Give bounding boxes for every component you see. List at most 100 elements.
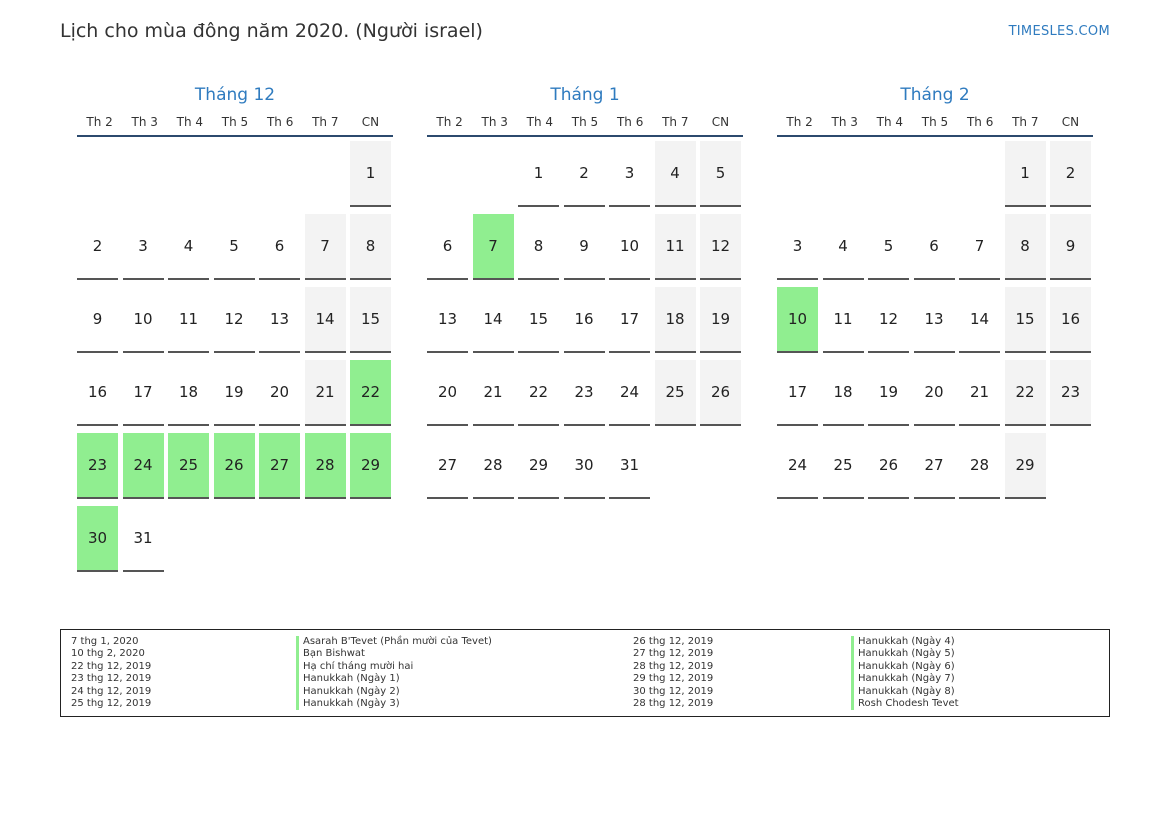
day-cell[interactable]: 28	[959, 433, 1000, 499]
day-cell[interactable]: 28	[472, 433, 514, 499]
day-cell[interactable]: 4	[654, 141, 696, 207]
day-cell[interactable]: 6	[427, 214, 468, 280]
day-cell[interactable]: 27	[259, 433, 300, 499]
day-cell[interactable]: 10	[122, 287, 164, 353]
day-cell[interactable]: 7	[304, 214, 346, 280]
day-cell[interactable]: 15	[518, 287, 559, 353]
day-cell[interactable]: 15	[350, 287, 391, 353]
day-cell[interactable]: 7	[472, 214, 514, 280]
day-cell[interactable]: 24	[122, 433, 164, 499]
day-cell[interactable]: 10	[609, 214, 650, 280]
day-cell[interactable]: 2	[563, 141, 605, 207]
day-cell[interactable]: 2	[77, 214, 118, 280]
day-cell[interactable]: 22	[350, 360, 391, 426]
day-cell[interactable]: 13	[259, 287, 300, 353]
day-cell[interactable]: 20	[427, 360, 468, 426]
brand-logo[interactable]: TIMESLES.COM	[1008, 24, 1110, 39]
day-cell[interactable]: 30	[563, 433, 605, 499]
day-cell[interactable]: 25	[168, 433, 209, 499]
day-cell[interactable]: 19	[868, 360, 909, 426]
day-cell[interactable]: 26	[700, 360, 741, 426]
day-cell[interactable]: 31	[122, 506, 164, 572]
day-cell[interactable]: 19	[213, 360, 255, 426]
day-cell[interactable]: 13	[913, 287, 955, 353]
day-cell[interactable]: 2	[1050, 141, 1091, 207]
day-cell[interactable]: 26	[213, 433, 255, 499]
day-cell[interactable]: 9	[563, 214, 605, 280]
day-cell[interactable]: 25	[822, 433, 864, 499]
day-cell[interactable]: 5	[700, 141, 741, 207]
day-cell[interactable]: 8	[518, 214, 559, 280]
legend-date: 27 thg 12, 2019	[633, 648, 714, 660]
day-cell[interactable]: 11	[168, 287, 209, 353]
day-cell[interactable]: 29	[1004, 433, 1046, 499]
day-cell[interactable]: 15	[1004, 287, 1046, 353]
day-cell[interactable]: 24	[777, 433, 818, 499]
day-cell[interactable]: 9	[77, 287, 118, 353]
day-cell[interactable]: 1	[350, 141, 391, 207]
day-cell[interactable]: 21	[304, 360, 346, 426]
day-cell[interactable]: 16	[77, 360, 118, 426]
day-cell[interactable]: 10	[777, 287, 818, 353]
day-cell[interactable]: 3	[777, 214, 818, 280]
day-cell[interactable]: 14	[959, 287, 1000, 353]
day-cell[interactable]: 17	[777, 360, 818, 426]
day-cell[interactable]: 9	[1050, 214, 1091, 280]
day-cell[interactable]: 5	[868, 214, 909, 280]
weekday-label: Th 5	[571, 115, 599, 129]
day-cell[interactable]: 23	[1050, 360, 1091, 426]
day-cell[interactable]: 16	[563, 287, 605, 353]
day-cell[interactable]: 26	[868, 433, 909, 499]
day-cell[interactable]: 12	[213, 287, 255, 353]
legend-date: 25 thg 12, 2019	[71, 698, 152, 710]
day-cell[interactable]: 1	[518, 141, 559, 207]
day-cell[interactable]: 17	[609, 287, 650, 353]
day-cell[interactable]: 5	[213, 214, 255, 280]
weekday-header: Th 2 Th 3 Th 4 Th 5 Th 6 Th 7 CN	[777, 115, 1093, 137]
day-cell[interactable]: 8	[1004, 214, 1046, 280]
weekday-label: Th 7	[312, 115, 339, 129]
day-cell[interactable]: 11	[654, 214, 696, 280]
day-cell[interactable]: 12	[868, 287, 909, 353]
day-cell[interactable]: 31	[609, 433, 650, 499]
day-cell[interactable]: 3	[122, 214, 164, 280]
day-cell[interactable]: 24	[609, 360, 650, 426]
day-cell[interactable]: 29	[350, 433, 391, 499]
day-cell[interactable]: 12	[700, 214, 741, 280]
day-cell[interactable]: 18	[822, 360, 864, 426]
day-cell[interactable]: 27	[427, 433, 468, 499]
day-cell[interactable]: 8	[350, 214, 391, 280]
month-title: Tháng 2	[900, 85, 970, 105]
day-cell[interactable]: 4	[168, 214, 209, 280]
day-cell[interactable]: 22	[1004, 360, 1046, 426]
day-cell[interactable]: 16	[1050, 287, 1091, 353]
day-cell[interactable]: 14	[472, 287, 514, 353]
day-cell[interactable]: 29	[518, 433, 559, 499]
day-cell[interactable]: 17	[122, 360, 164, 426]
day-cell[interactable]: 23	[77, 433, 118, 499]
day-cell[interactable]: 22	[518, 360, 559, 426]
weekday-label: Th 4	[526, 115, 554, 129]
day-cell[interactable]: 14	[304, 287, 346, 353]
day-cell[interactable]: 13	[427, 287, 468, 353]
legend-date: 26 thg 12, 2019	[633, 636, 714, 647]
day-cell[interactable]: 28	[304, 433, 346, 499]
day-cell[interactable]: 3	[609, 141, 650, 207]
day-cell[interactable]: 21	[472, 360, 514, 426]
day-cell[interactable]: 4	[822, 214, 864, 280]
day-cell[interactable]: 23	[563, 360, 605, 426]
day-cell[interactable]: 19	[700, 287, 741, 353]
day-cell[interactable]: 25	[654, 360, 696, 426]
day-cell[interactable]: 11	[822, 287, 864, 353]
day-cell[interactable]: 18	[654, 287, 696, 353]
day-cell[interactable]: 6	[913, 214, 955, 280]
day-cell[interactable]: 30	[77, 506, 118, 572]
day-cell[interactable]: 18	[168, 360, 209, 426]
day-cell[interactable]: 20	[259, 360, 300, 426]
day-cell[interactable]: 21	[959, 360, 1000, 426]
day-cell[interactable]: 20	[913, 360, 955, 426]
day-cell[interactable]: 7	[959, 214, 1000, 280]
day-cell[interactable]: 27	[913, 433, 955, 499]
day-cell[interactable]: 1	[1004, 141, 1046, 207]
day-cell[interactable]: 6	[259, 214, 300, 280]
